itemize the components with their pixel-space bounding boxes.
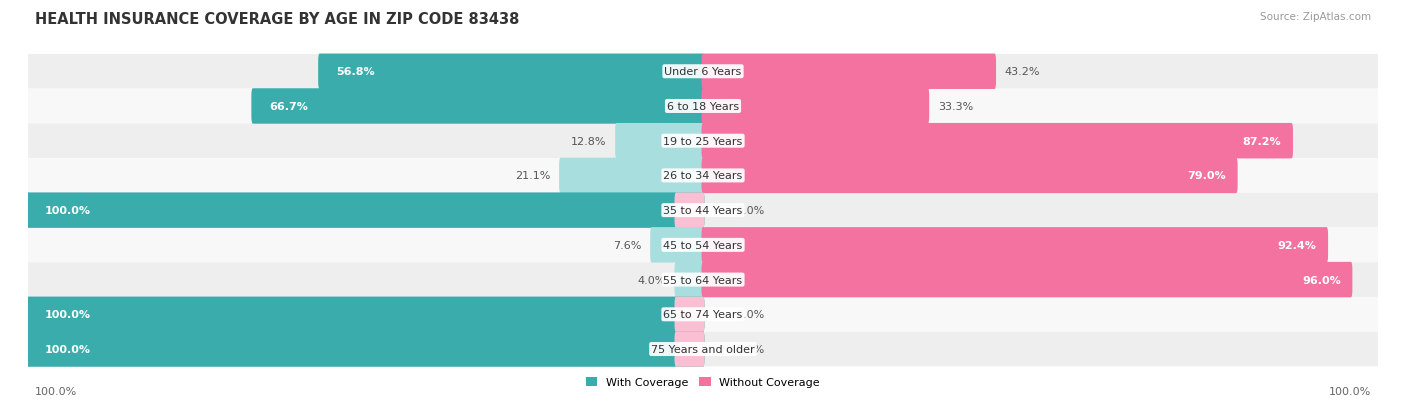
Text: 65 to 74 Years: 65 to 74 Years	[664, 310, 742, 320]
Text: 7.6%: 7.6%	[613, 240, 641, 250]
Text: 21.1%: 21.1%	[515, 171, 551, 181]
Text: 87.2%: 87.2%	[1243, 136, 1281, 146]
Text: 66.7%: 66.7%	[270, 102, 308, 112]
Text: 0.0%: 0.0%	[737, 310, 765, 320]
Text: 92.4%: 92.4%	[1278, 240, 1316, 250]
FancyBboxPatch shape	[28, 263, 1378, 297]
Text: 75 Years and older: 75 Years and older	[651, 344, 755, 354]
FancyBboxPatch shape	[27, 193, 704, 228]
Text: 12.8%: 12.8%	[571, 136, 606, 146]
FancyBboxPatch shape	[702, 158, 1237, 194]
FancyBboxPatch shape	[675, 297, 704, 332]
FancyBboxPatch shape	[616, 123, 704, 159]
Text: 45 to 54 Years: 45 to 54 Years	[664, 240, 742, 250]
FancyBboxPatch shape	[27, 297, 704, 332]
Text: 43.2%: 43.2%	[1005, 67, 1040, 77]
FancyBboxPatch shape	[28, 159, 1378, 193]
FancyBboxPatch shape	[650, 228, 704, 263]
Text: 0.0%: 0.0%	[737, 344, 765, 354]
Text: 100.0%: 100.0%	[45, 344, 91, 354]
Text: 100.0%: 100.0%	[35, 387, 77, 396]
FancyBboxPatch shape	[702, 262, 1353, 298]
Text: 100.0%: 100.0%	[45, 206, 91, 216]
Text: Source: ZipAtlas.com: Source: ZipAtlas.com	[1260, 12, 1371, 22]
Text: 35 to 44 Years: 35 to 44 Years	[664, 206, 742, 216]
FancyBboxPatch shape	[675, 262, 704, 298]
FancyBboxPatch shape	[675, 193, 704, 228]
Text: 96.0%: 96.0%	[1302, 275, 1341, 285]
FancyBboxPatch shape	[28, 297, 1378, 332]
Text: 6 to 18 Years: 6 to 18 Years	[666, 102, 740, 112]
FancyBboxPatch shape	[28, 89, 1378, 124]
Text: 79.0%: 79.0%	[1188, 171, 1226, 181]
Text: 100.0%: 100.0%	[1329, 387, 1371, 396]
Text: 33.3%: 33.3%	[938, 102, 973, 112]
FancyBboxPatch shape	[28, 228, 1378, 263]
FancyBboxPatch shape	[702, 228, 1329, 263]
Text: Under 6 Years: Under 6 Years	[665, 67, 741, 77]
FancyBboxPatch shape	[702, 123, 1294, 159]
FancyBboxPatch shape	[28, 55, 1378, 89]
Text: HEALTH INSURANCE COVERAGE BY AGE IN ZIP CODE 83438: HEALTH INSURANCE COVERAGE BY AGE IN ZIP …	[35, 12, 520, 27]
Text: 56.8%: 56.8%	[336, 67, 375, 77]
FancyBboxPatch shape	[27, 332, 704, 367]
FancyBboxPatch shape	[702, 55, 995, 90]
FancyBboxPatch shape	[28, 124, 1378, 159]
FancyBboxPatch shape	[28, 332, 1378, 366]
Text: 4.0%: 4.0%	[637, 275, 666, 285]
Text: 100.0%: 100.0%	[45, 310, 91, 320]
FancyBboxPatch shape	[702, 89, 929, 124]
FancyBboxPatch shape	[318, 55, 704, 90]
Text: 0.0%: 0.0%	[737, 206, 765, 216]
FancyBboxPatch shape	[252, 89, 704, 124]
Text: 19 to 25 Years: 19 to 25 Years	[664, 136, 742, 146]
Text: 26 to 34 Years: 26 to 34 Years	[664, 171, 742, 181]
FancyBboxPatch shape	[560, 158, 704, 194]
Text: 55 to 64 Years: 55 to 64 Years	[664, 275, 742, 285]
FancyBboxPatch shape	[675, 332, 704, 367]
FancyBboxPatch shape	[28, 193, 1378, 228]
Legend: With Coverage, Without Coverage: With Coverage, Without Coverage	[582, 373, 824, 392]
